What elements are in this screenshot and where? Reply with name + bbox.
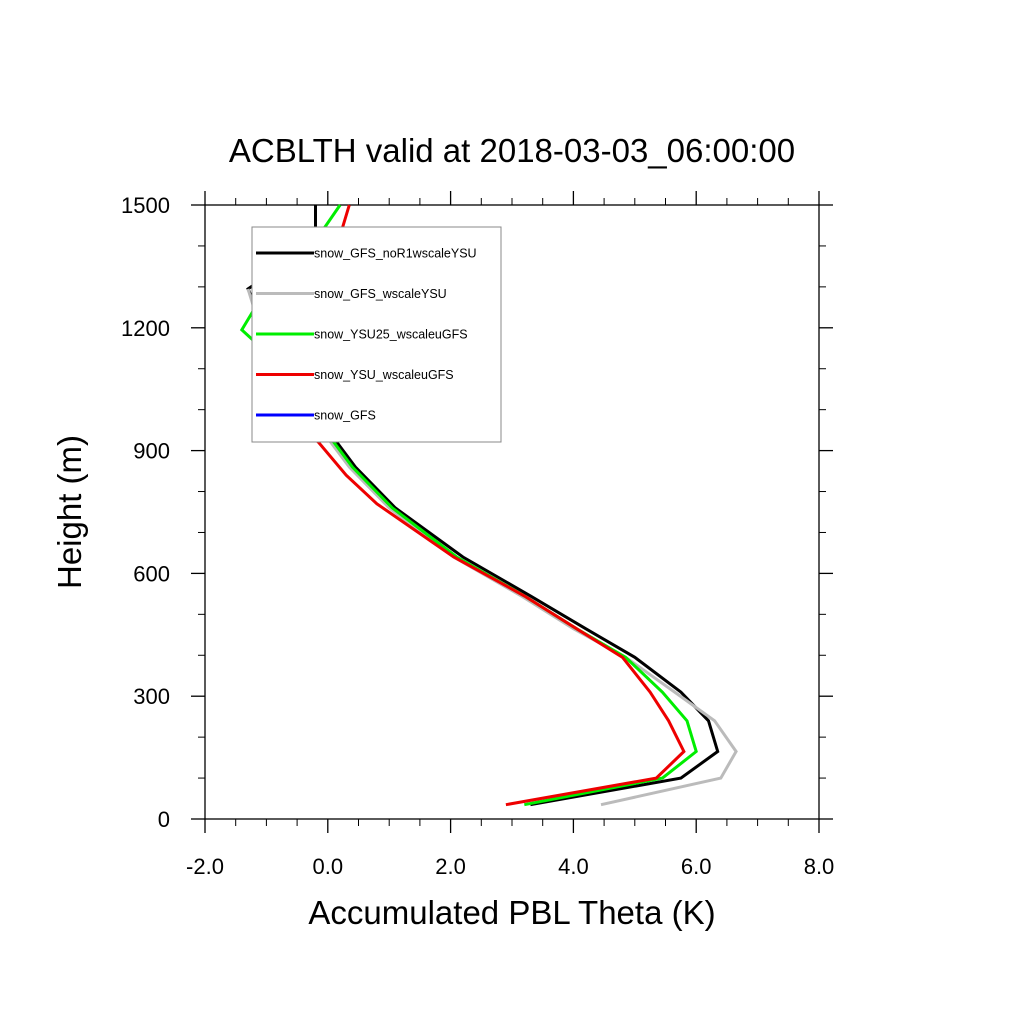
- x-tick-label: 2.0: [435, 854, 466, 879]
- chart-title: ACBLTH valid at 2018-03-03_06:00:00: [229, 132, 795, 169]
- y-tick-label: 300: [133, 684, 170, 709]
- legend-label-1: snow_GFS_wscaleYSU: [314, 287, 447, 301]
- axis-ticks: [191, 191, 833, 833]
- legend-label-3: snow_YSU_wscaleuGFS: [314, 368, 454, 382]
- legend-label-2: snow_YSU25_wscaleuGFS: [314, 328, 468, 342]
- x-tick-label: 6.0: [681, 854, 712, 879]
- series-line-2: [239, 204, 698, 807]
- x-axis-label: Accumulated PBL Theta (K): [308, 894, 715, 931]
- y-tick-label: 600: [133, 561, 170, 586]
- y-tick-label: 1200: [121, 316, 170, 341]
- x-tick-label: 0.0: [313, 854, 344, 879]
- axis-tick-labels: -2.0 0.0 2.0 4.0 6.0 8.0 0 300 600 900 1200 1500: [121, 193, 834, 879]
- y-tick-label: 0: [158, 807, 170, 832]
- y-tick-label: 900: [133, 439, 170, 464]
- legend: snow_GFS_noR1wscaleYSU snow_GFS_wscaleYSU…: [251, 226, 502, 443]
- x-tick-label: 4.0: [558, 854, 589, 879]
- y-tick-label: 1500: [121, 193, 170, 218]
- y-axis-label: Height (m): [51, 435, 88, 589]
- x-tick-label: -2.0: [186, 854, 224, 879]
- legend-label-4: snow_GFS: [314, 409, 376, 423]
- legend-label-0: snow_GFS_noR1wscaleYSU: [314, 247, 477, 261]
- x-tick-label: 8.0: [804, 854, 835, 879]
